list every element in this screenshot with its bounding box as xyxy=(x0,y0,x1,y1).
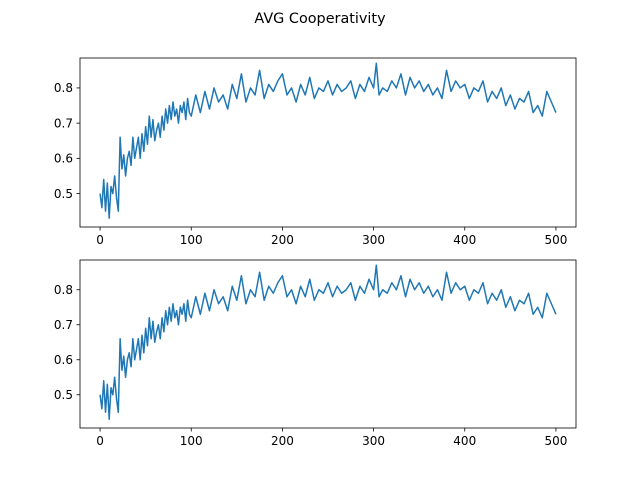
y-tick-label: 0.7 xyxy=(54,318,73,332)
x-tick-label: 200 xyxy=(271,233,294,247)
x-tick-label: 300 xyxy=(362,434,385,448)
axes-frame xyxy=(79,259,577,429)
x-tick-label: 400 xyxy=(453,233,476,247)
bottom-subplot: 0 100 200 300 400 500 0.5 0.6 0.7 0.8 xyxy=(54,259,577,448)
y-tick-label: 0.5 xyxy=(54,187,73,201)
y-tick-label: 0.6 xyxy=(54,353,73,367)
y-tick-label: 0.6 xyxy=(54,152,73,166)
axes-frame xyxy=(79,57,577,228)
y-tick-label: 0.8 xyxy=(54,283,73,297)
y-tick-label: 0.8 xyxy=(54,81,73,95)
x-tick-label: 0 xyxy=(96,233,104,247)
x-tick-label: 200 xyxy=(271,434,294,448)
x-tick-label: 100 xyxy=(180,434,203,448)
x-tick-label: 100 xyxy=(180,233,203,247)
x-tick-label: 300 xyxy=(362,233,385,247)
y-tick-label: 0.7 xyxy=(54,116,73,130)
series-line-0 xyxy=(99,264,557,420)
x-tick-label: 0 xyxy=(96,434,104,448)
top-subplot: 0 100 200 300 400 500 0.5 0.6 0.7 0.8 xyxy=(54,57,577,247)
x-tick-label: 500 xyxy=(544,233,567,247)
figure-suptitle: AVG Cooperativity xyxy=(254,11,386,27)
y-tick-label: 0.5 xyxy=(54,388,73,402)
x-tick-label: 500 xyxy=(544,434,567,448)
series-line-0 xyxy=(99,62,557,219)
x-tick-label: 400 xyxy=(453,434,476,448)
